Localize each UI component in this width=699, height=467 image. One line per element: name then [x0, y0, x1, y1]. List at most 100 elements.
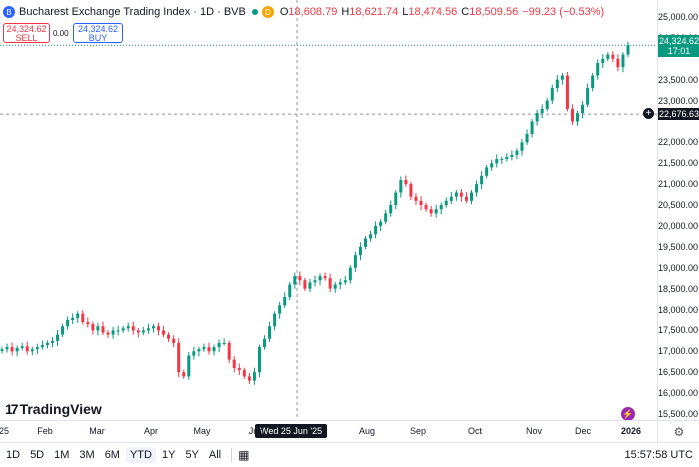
- candle-body: [389, 205, 393, 214]
- utc-clock[interactable]: 15:57:58 UTC: [624, 449, 693, 461]
- time-axis-label: May: [193, 426, 211, 436]
- candle-body: [555, 79, 559, 89]
- price-axis-label: 20,500.00: [657, 200, 698, 211]
- candle-body: [15, 347, 19, 352]
- timeframe-5y[interactable]: 5Y: [185, 449, 199, 461]
- price-axis-label: 16,000.00: [657, 388, 698, 399]
- timeframe-1y[interactable]: 1Y: [161, 449, 176, 461]
- price-axis-label: 18,000.00: [657, 304, 698, 315]
- candle-body: [621, 54, 625, 68]
- candle-body: [323, 276, 327, 279]
- symbol-icon[interactable]: B: [3, 6, 15, 18]
- symbol-title[interactable]: Bucharest Exchange Trading Index · 1D · …: [19, 6, 246, 18]
- candle-body: [525, 134, 529, 143]
- crosshair-price-tag: 22,676.63: [658, 108, 699, 121]
- price-axis[interactable]: 25,000.0024,500.0023,500.0023,000.0022,0…: [657, 0, 699, 420]
- candle-body: [434, 209, 438, 214]
- timeframe-6m[interactable]: 6M: [104, 449, 120, 461]
- candle-body: [358, 246, 362, 256]
- candle-body: [404, 179, 408, 185]
- candle-body: [91, 324, 95, 331]
- price-axis-label: 15,500.00: [657, 409, 698, 419]
- candle-body: [409, 184, 413, 197]
- price-axis-label: 21,500.00: [657, 158, 698, 169]
- delayed-data-badge[interactable]: D: [261, 6, 274, 18]
- candle-body: [172, 338, 176, 343]
- timeframe-all[interactable]: All: [208, 449, 222, 461]
- candle-body: [414, 196, 418, 201]
- candle-body: [565, 75, 569, 109]
- timeframe-3m[interactable]: 3M: [79, 449, 95, 461]
- candle-body: [298, 276, 302, 281]
- time-axis-label: Oct: [467, 426, 483, 436]
- time-axis-label: Aug: [358, 426, 376, 436]
- candle-body: [177, 342, 181, 373]
- settings-gear-icon[interactable]: ⚙: [657, 420, 699, 443]
- candle-body: [76, 313, 80, 318]
- buy-button[interactable]: 24,324.62 BUY: [73, 23, 123, 43]
- candle-body: [151, 326, 155, 329]
- candle-body: [257, 347, 261, 373]
- candle-body: [459, 192, 463, 197]
- candle-body: [131, 326, 135, 331]
- candle-body: [222, 342, 226, 344]
- timeframe-ytd[interactable]: YTD: [125, 447, 156, 463]
- high-key: H: [341, 6, 350, 18]
- candle-body: [485, 167, 489, 176]
- time-axis-label: Apr: [143, 426, 159, 436]
- candle-body: [56, 334, 60, 341]
- add-alert-plus-icon[interactable]: +: [643, 108, 654, 120]
- candle-body: [263, 338, 267, 348]
- chart-legend: B Bucharest Exchange Trading Index · 1D …: [3, 6, 608, 18]
- close-key: C: [461, 6, 470, 18]
- chart-area[interactable]: B Bucharest Exchange Trading Index · 1D …: [0, 0, 657, 421]
- candle-body: [237, 368, 241, 371]
- candle-body: [10, 347, 14, 352]
- price-axis-label: 25,000.00: [657, 12, 698, 22]
- candle-body: [363, 238, 367, 247]
- candle-body: [20, 346, 24, 348]
- candle-body: [570, 108, 574, 122]
- candle-body: [480, 175, 484, 185]
- candle-body: [596, 62, 600, 76]
- candle-body: [232, 359, 236, 369]
- candle-body: [71, 317, 75, 320]
- candle-body: [419, 200, 423, 206]
- candle-body: [475, 184, 479, 193]
- candle-body: [384, 213, 388, 222]
- high-value: 18,621.74: [349, 6, 399, 18]
- sell-button[interactable]: 24,324.62 SELL: [3, 23, 50, 43]
- candle-body: [141, 330, 145, 333]
- close-value: 18,509.56: [469, 6, 519, 18]
- timeframe-1m[interactable]: 1M: [54, 449, 70, 461]
- timeframe-1d[interactable]: 1D: [6, 449, 21, 461]
- lightning-icon[interactable]: ⚡: [621, 407, 635, 421]
- candle-body: [207, 347, 211, 352]
- buy-price: 24,324.62: [77, 24, 119, 34]
- logo-text: TradingView: [19, 401, 102, 417]
- candle-body: [217, 342, 221, 348]
- candle-body: [227, 342, 231, 360]
- bottom-toolbar: 1D 5D 1M 3M 6M YTD 1Y 5Y All ▦ 15:57:58 …: [0, 442, 699, 467]
- candle-body: [591, 75, 595, 89]
- candle-body: [202, 347, 206, 350]
- candle-body: [353, 255, 357, 268]
- candle-body: [121, 328, 125, 331]
- candle-body: [66, 319, 70, 327]
- tradingview-logo[interactable]: 17 TradingView: [5, 401, 102, 417]
- candle-body: [454, 192, 458, 197]
- candle-body: [96, 326, 100, 331]
- candle-body: [167, 334, 171, 339]
- sell-label: SELL: [15, 33, 38, 43]
- candle-body: [283, 296, 287, 306]
- calendar-icon[interactable]: ▦: [238, 448, 250, 462]
- candle-body: [394, 192, 398, 206]
- timeframe-5d[interactable]: 5D: [30, 449, 45, 461]
- candle-body: [424, 205, 428, 210]
- candle-body: [35, 347, 39, 350]
- candlestick-chart[interactable]: [0, 0, 657, 420]
- time-axis[interactable]: Wed 25 Jun '25 25 Feb Mar Apr May Jun Aug Sep Oc…: [0, 420, 657, 443]
- candle-body: [252, 372, 256, 381]
- candle-body: [444, 200, 448, 206]
- candle-body: [86, 322, 90, 325]
